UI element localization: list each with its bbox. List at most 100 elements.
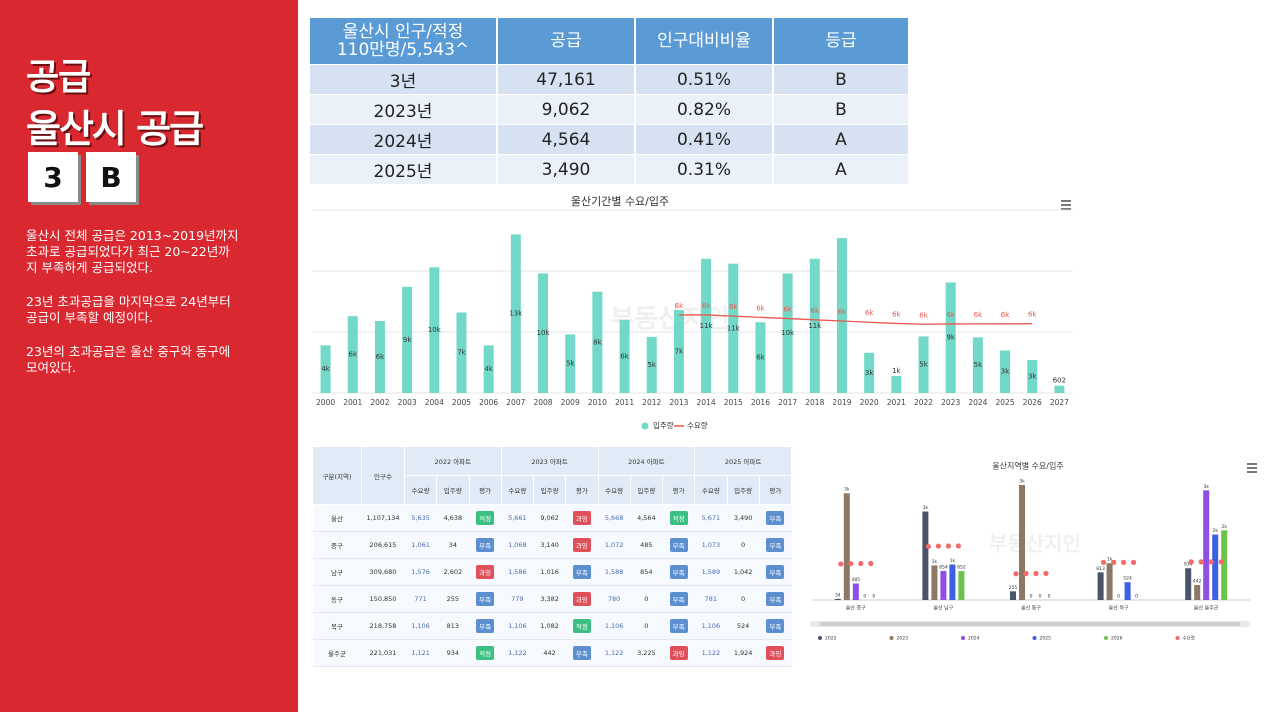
data-label: 6k (620, 352, 629, 360)
bar (1203, 490, 1210, 600)
rating-cell: 과잉 (469, 558, 502, 586)
legend-swatch (818, 636, 822, 640)
table-cell: 0 (630, 612, 663, 640)
paragraph: 23년 초과공급을 마지막으로 24년부터 공급이 부족할 예정이다. (26, 294, 231, 325)
x-tick-label: 2015 (724, 398, 743, 407)
x-tick-label: 2004 (425, 398, 444, 407)
data-label: 11k (727, 324, 741, 332)
table-cell: 5,635 (404, 504, 437, 532)
header-cell: 등급 (773, 18, 910, 65)
rating-cell: 적정 (469, 504, 502, 532)
rating-badge: 부족 (766, 511, 785, 525)
demand-dot (1033, 570, 1039, 577)
header-cell: 입주량 (532, 475, 567, 505)
data-label: 10k (428, 326, 442, 334)
data-label: 6k (783, 306, 792, 314)
rating-badge: 적정 (476, 646, 495, 660)
data-label: 0 (1117, 594, 1120, 600)
rating-badge: 과잉 (476, 565, 495, 579)
rating-badge: 부족 (572, 565, 591, 579)
rating-cell: 부족 (565, 639, 598, 667)
header-cell: 구분(지역) (312, 446, 362, 505)
data-label: 5k (974, 361, 983, 369)
rating-cell: 과잉 (759, 639, 792, 667)
table-cell: 0.41% (635, 124, 774, 155)
table-cell: 1,121 (404, 639, 437, 667)
demand-dot (1111, 559, 1117, 565)
x-tick-label: 2003 (398, 398, 417, 407)
data-label: 6k (1028, 311, 1037, 319)
rating-badge: 부족 (669, 565, 688, 579)
header-cell: 2023 아파트 (500, 446, 599, 476)
table-cell: B (773, 64, 910, 95)
population-cell: 206,615 (361, 531, 405, 559)
data-label: 7k (675, 348, 684, 356)
data-label: 6k (946, 311, 955, 319)
data-label: 1k (950, 558, 956, 564)
table-cell: 1,016 (533, 558, 566, 586)
data-label: 3k (1028, 373, 1037, 381)
legend-swatch (1032, 636, 1037, 640)
table-cell: 0 (727, 585, 760, 613)
bar (1097, 572, 1104, 600)
bar (836, 238, 847, 393)
table-cell: A (773, 124, 910, 155)
sidebar: 공급 울산시 공급 3 B 울산시 전체 공급은 2013~2019년까지 초과… (0, 0, 298, 712)
x-tick-label: 2023 (941, 398, 960, 407)
x-tick-label: 울산 동구 (1021, 605, 1041, 612)
legend-label: 2025 (1040, 636, 1052, 642)
data-label: 13k (509, 310, 523, 318)
bar (592, 291, 603, 393)
sidebar-title: 공급 (26, 57, 91, 98)
bar (1010, 591, 1016, 600)
bar (402, 286, 413, 393)
data-label: 9k (946, 334, 955, 342)
header-cell: 입주량 (436, 475, 470, 505)
table-row: 동구 150,850 771 255 부족 779 3,382 과잉 780 0 부족 781 0 부족 (312, 585, 792, 613)
rating-badge: 부족 (766, 538, 785, 552)
x-tick-label: 울산 북구 (1109, 605, 1129, 612)
data-label: 0 (1048, 594, 1051, 600)
demand-dot (838, 561, 844, 567)
detail-table: 구분(지역) 인구수 2022 아파트 2023 아파트 2024 아파트 2025 아파… (312, 446, 793, 667)
x-tick-label: 2022 (914, 398, 933, 407)
data-label: 0 (1030, 594, 1033, 600)
legend-label: 수요량 (1183, 635, 1195, 642)
legend-swatch (1175, 636, 1180, 640)
data-label: 813 (1096, 566, 1105, 572)
bar (958, 571, 965, 600)
header-row: 수요량 입주량 평가 수요량 입주량 평가 수요량 입주량 평가 수요량 입주량 평가 (313, 475, 793, 505)
rating-cell: 적정 (662, 504, 695, 532)
x-tick-label: 2000 (316, 398, 335, 407)
rating-cell: 부족 (759, 504, 792, 532)
table-cell: 1,576 (404, 558, 437, 586)
bar (1106, 563, 1113, 600)
table-cell: 1,924 (727, 639, 760, 667)
rating-cell: 적정 (469, 639, 502, 667)
table-cell: 934 (436, 639, 469, 667)
data-label: 3k (1203, 484, 1209, 490)
x-tick-label: 2019 (832, 398, 851, 407)
bar (945, 282, 956, 393)
data-label: 485 (852, 577, 861, 583)
x-tick-label: 2008 (533, 398, 552, 407)
rating-badge: 적정 (669, 511, 688, 525)
data-label: 5k (919, 361, 928, 369)
bar (619, 319, 630, 393)
table-cell: 1,106 (404, 612, 437, 640)
table-cell: 255 (436, 585, 469, 613)
x-tick-label: 2009 (561, 398, 580, 407)
bar (456, 312, 467, 393)
table-cell: 1,073 (694, 531, 727, 559)
header-cell: 공급 (497, 18, 636, 65)
table-row: 남구 309,680 1,576 2,602 과잉 1,586 1,016 부족 1,588 85… (312, 558, 792, 586)
x-tick-label: 울산 남구 (933, 605, 953, 612)
bar (918, 336, 929, 393)
rating-cell: 부족 (759, 585, 792, 613)
table-cell: 0 (630, 585, 663, 613)
bar (1054, 385, 1065, 393)
data-label: 6k (756, 354, 765, 362)
header-cell: 2024 아파트 (597, 446, 696, 476)
data-label: 2k (1212, 528, 1218, 534)
